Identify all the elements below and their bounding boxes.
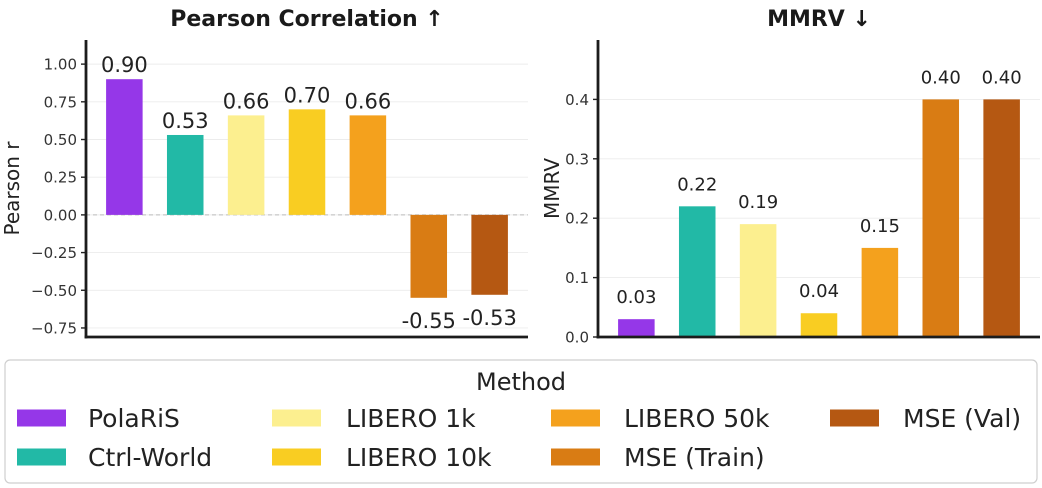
y-tick-label: 0.2 (565, 210, 589, 228)
y-tick-label: 0.1 (565, 269, 589, 287)
data-label-libero-50k: 0.15 (860, 216, 900, 237)
legend-item-mse-val: MSE (Val) (830, 404, 1021, 433)
legend: Method PolaRiS Ctrl-World LIBERO 1k LIBERO … (4, 359, 1038, 484)
y-axis-ticks: 0.0 0.1 0.2 0.3 0.4 (565, 91, 598, 347)
y-axis-label: Pearson r (0, 141, 24, 236)
data-labels: 0.03 0.22 0.19 0.04 0.15 0.40 0.40 (616, 67, 1021, 308)
data-label-mse-val: 0.40 (982, 67, 1022, 88)
y-tick-label: 0.3 (565, 150, 589, 168)
grid (598, 98, 1040, 279)
legend-item-ctrl-world: Ctrl-World (17, 443, 212, 472)
legend-swatch (272, 448, 321, 466)
y-tick-label: 0.25 (44, 169, 77, 187)
data-label-libero-1k: 0.66 (223, 89, 270, 113)
bar-libero-50k (349, 115, 387, 215)
y-tick-label: 0.0 (565, 329, 589, 347)
legend-item-libero-10k: LIBERO 10k (272, 443, 492, 472)
legend-swatch (551, 448, 600, 466)
bar-libero-1k (227, 115, 265, 215)
y-tick-label: 0.50 (44, 131, 77, 149)
legend-title: Method (476, 368, 566, 396)
legend-label: Ctrl-World (88, 443, 212, 472)
data-label-libero-50k: 0.66 (344, 89, 391, 113)
legend-item-libero-50k: LIBERO 50k (551, 404, 770, 433)
legend-swatch (17, 448, 66, 466)
data-label-libero-10k: 0.70 (284, 83, 331, 107)
legend-item-libero-1k: LIBERO 1k (272, 404, 476, 433)
legend-label: PolaRiS (88, 404, 180, 433)
bar-libero-10k (288, 109, 326, 215)
legend-swatch (830, 409, 879, 427)
y-tick-label: 0.00 (44, 206, 77, 224)
data-label-libero-10k: 0.04 (799, 281, 839, 302)
legend-label: MSE (Val) (903, 404, 1021, 433)
data-labels: 0.90 0.53 0.66 0.70 0.66 -0.55 -0.53 (101, 53, 517, 333)
y-tick-label: −0.25 (31, 244, 77, 262)
bar-libero-10k (800, 313, 838, 337)
legend-label: MSE (Train) (624, 443, 765, 472)
legend-label: LIBERO 50k (624, 404, 770, 433)
legend-frame (4, 359, 1038, 484)
data-label-mse-val: -0.53 (462, 306, 516, 330)
pearson-correlation-chart: Pearson Correlation ↑ Pearson r 0.90 0.53… (0, 7, 528, 339)
bar-mse-val (471, 214, 508, 295)
y-tick-label: 0.4 (565, 91, 589, 109)
data-label-libero-1k: 0.19 (738, 192, 778, 213)
chart-title: MMRV ↓ (767, 7, 871, 32)
legend-label: LIBERO 1k (346, 404, 476, 433)
bar-libero-1k (739, 224, 777, 337)
data-label-mse-train: -0.55 (402, 309, 456, 333)
mmrv-chart: MMRV ↓ MMRV 0.030.220.190.040.150.40 0.40… (540, 7, 1040, 347)
y-tick-label: −0.75 (31, 319, 77, 337)
y-tick-label: −0.50 (31, 282, 77, 300)
legend-label: LIBERO 10k (346, 443, 492, 472)
bar-polaris (106, 79, 143, 215)
data-label-ctrl-world: 0.53 (162, 109, 209, 133)
data-label-polaris: 0.03 (616, 287, 656, 308)
bars (106, 79, 508, 298)
bar-mse-train (922, 99, 960, 338)
data-label-polaris: 0.90 (101, 53, 148, 77)
legend-swatch (272, 409, 321, 427)
bar-ctrl-world (166, 134, 204, 215)
chart-title: Pearson Correlation ↑ (170, 7, 443, 32)
legend-item-mse-train: MSE (Train) (551, 443, 765, 472)
y-axis-ticks: 1.00 0.75 0.50 0.25 0.00 −0.25 −0.50 −0.75 (31, 56, 86, 337)
bar-mse-train (410, 214, 448, 298)
legend-item-polaris: PolaRiS (17, 404, 180, 433)
y-tick-label: 1.00 (44, 56, 77, 74)
legend-swatch (17, 409, 66, 427)
y-tick-label: 0.75 (44, 93, 77, 111)
data-label-ctrl-world: 0.22 (677, 174, 717, 195)
y-axis-label: MMRV (540, 158, 564, 219)
legend-items: PolaRiS Ctrl-World LIBERO 1k LIBERO 10k LIBE… (17, 404, 1021, 472)
bar-polaris (618, 319, 655, 337)
legend-swatch (551, 409, 600, 427)
bar-libero-50k (861, 247, 899, 337)
bar-ctrl-world (678, 206, 716, 337)
data-label-mse-train: 0.40 (921, 67, 961, 88)
bar-mse-val (983, 99, 1020, 338)
bars (618, 99, 1020, 338)
